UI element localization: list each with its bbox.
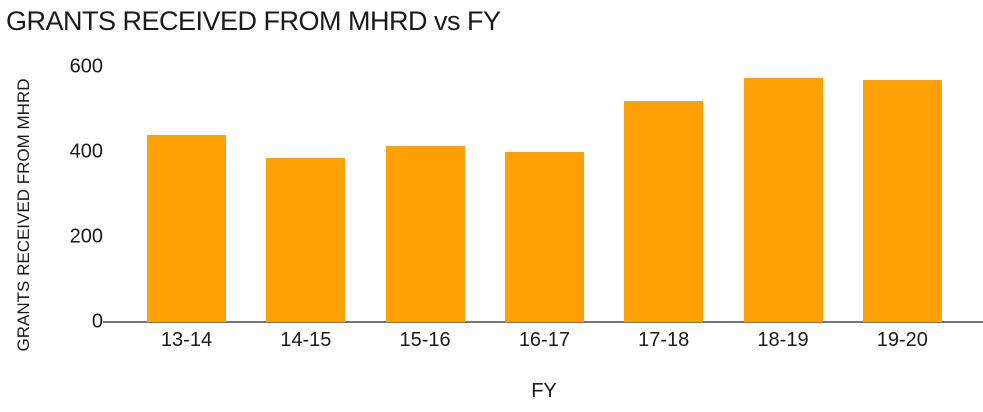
y-tick-label-400: 400 <box>69 140 103 163</box>
x-tick-label-13-14: 13-14 <box>160 329 213 351</box>
bar-19-20 <box>862 79 942 322</box>
x-tick-label-15-16: 15-16 <box>399 329 451 351</box>
bar-14-15 <box>266 158 346 322</box>
x-tick-label-16-17: 16-17 <box>518 329 570 351</box>
chart-title: GRANTS RECEIVED FROM MHRD vs FY <box>6 6 501 36</box>
x-tick-label-14-15: 14-15 <box>280 329 332 351</box>
y-tick-label-200: 200 <box>69 225 103 248</box>
bar-13-14 <box>147 135 226 322</box>
bar-16-17 <box>504 152 584 322</box>
bar-18-19 <box>743 77 823 322</box>
y-tick-label-0: 0 <box>91 310 103 333</box>
y-tick-label-600: 600 <box>69 55 103 78</box>
bar-15-16 <box>385 145 465 322</box>
x-axis-line <box>103 321 983 323</box>
x-tick-label-17-18: 17-18 <box>638 329 690 351</box>
bar-17-18 <box>624 101 704 322</box>
x-axis-title: FY <box>531 380 557 402</box>
x-tick-label-18-19: 18-19 <box>757 329 809 351</box>
x-tick-label-19-20: 19-20 <box>876 329 928 351</box>
